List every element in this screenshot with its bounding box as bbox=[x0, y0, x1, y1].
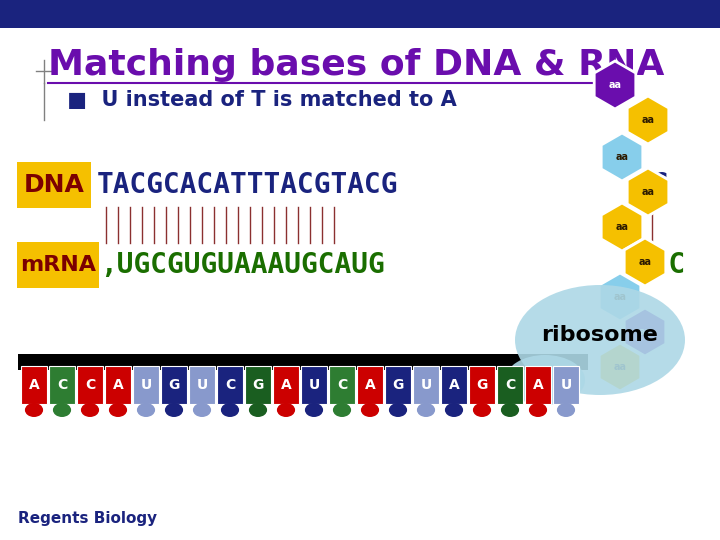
Text: G: G bbox=[252, 378, 264, 392]
Polygon shape bbox=[599, 273, 641, 321]
Polygon shape bbox=[627, 96, 669, 144]
Ellipse shape bbox=[109, 403, 127, 417]
Ellipse shape bbox=[417, 403, 435, 417]
Ellipse shape bbox=[473, 403, 491, 417]
Ellipse shape bbox=[529, 403, 547, 417]
Bar bbox=[245, 366, 271, 404]
Polygon shape bbox=[599, 343, 641, 391]
Ellipse shape bbox=[361, 403, 379, 417]
Bar bbox=[525, 366, 551, 404]
Bar bbox=[441, 366, 467, 404]
Text: A: A bbox=[449, 378, 459, 392]
Ellipse shape bbox=[193, 403, 211, 417]
Text: aa: aa bbox=[613, 362, 626, 372]
Bar bbox=[413, 366, 439, 404]
Text: A: A bbox=[29, 378, 40, 392]
Ellipse shape bbox=[137, 403, 155, 417]
Bar bbox=[469, 366, 495, 404]
Ellipse shape bbox=[277, 403, 295, 417]
Text: U: U bbox=[197, 378, 207, 392]
Text: C: C bbox=[225, 378, 235, 392]
Ellipse shape bbox=[81, 403, 99, 417]
Bar bbox=[133, 366, 159, 404]
Ellipse shape bbox=[53, 403, 71, 417]
Text: Regents Biology: Regents Biology bbox=[18, 510, 157, 525]
Text: A: A bbox=[112, 378, 123, 392]
Text: DNA: DNA bbox=[24, 173, 84, 197]
Bar bbox=[18, 354, 588, 370]
Text: aa: aa bbox=[616, 152, 629, 162]
Polygon shape bbox=[624, 308, 666, 356]
Text: U: U bbox=[560, 378, 572, 392]
Ellipse shape bbox=[333, 403, 351, 417]
Bar bbox=[329, 366, 355, 404]
Ellipse shape bbox=[249, 403, 267, 417]
Text: G: G bbox=[477, 378, 487, 392]
Ellipse shape bbox=[165, 403, 183, 417]
Polygon shape bbox=[601, 133, 643, 181]
Bar bbox=[189, 366, 215, 404]
Ellipse shape bbox=[389, 403, 407, 417]
Text: ribosome: ribosome bbox=[541, 325, 658, 345]
Text: U: U bbox=[140, 378, 152, 392]
Bar bbox=[0, 0, 720, 28]
Text: mRNA: mRNA bbox=[20, 255, 96, 275]
Polygon shape bbox=[627, 168, 669, 216]
Polygon shape bbox=[594, 61, 636, 109]
Bar bbox=[21, 366, 47, 404]
Ellipse shape bbox=[515, 285, 685, 395]
Bar bbox=[105, 366, 131, 404]
Text: C: C bbox=[505, 378, 515, 392]
Text: ,UGCGUGUAAAUGCAUG: ,UGCGUGUAAAUGCAUG bbox=[100, 251, 384, 279]
Text: GCC: GCC bbox=[635, 251, 685, 279]
Bar bbox=[357, 366, 383, 404]
Text: aa: aa bbox=[639, 257, 652, 267]
Ellipse shape bbox=[501, 403, 519, 417]
Bar bbox=[217, 366, 243, 404]
Bar bbox=[385, 366, 411, 404]
Text: aa: aa bbox=[608, 80, 621, 90]
Text: A: A bbox=[364, 378, 375, 392]
Ellipse shape bbox=[557, 403, 575, 417]
Polygon shape bbox=[624, 238, 666, 286]
Ellipse shape bbox=[445, 403, 463, 417]
FancyBboxPatch shape bbox=[17, 242, 99, 288]
Bar bbox=[497, 366, 523, 404]
Bar bbox=[301, 366, 327, 404]
Text: aa: aa bbox=[616, 222, 629, 232]
Text: aa: aa bbox=[639, 327, 652, 337]
Text: G: G bbox=[168, 378, 180, 392]
Text: A: A bbox=[533, 378, 544, 392]
Ellipse shape bbox=[25, 403, 43, 417]
Text: A: A bbox=[281, 378, 292, 392]
Polygon shape bbox=[601, 203, 643, 251]
Text: aa: aa bbox=[613, 292, 626, 302]
Text: Matching bases of DNA & RNA: Matching bases of DNA & RNA bbox=[48, 48, 665, 82]
Text: C: C bbox=[85, 378, 95, 392]
Ellipse shape bbox=[505, 355, 585, 405]
Text: TACGCACATTTACGTACG: TACGCACATTTACGTACG bbox=[97, 171, 398, 199]
Text: C: C bbox=[57, 378, 67, 392]
Text: GG: GG bbox=[635, 171, 668, 199]
Ellipse shape bbox=[305, 403, 323, 417]
Text: ■  U instead of T is matched to A: ■ U instead of T is matched to A bbox=[60, 90, 456, 110]
Bar bbox=[553, 366, 579, 404]
Text: G: G bbox=[392, 378, 404, 392]
Bar bbox=[77, 366, 103, 404]
Text: U: U bbox=[308, 378, 320, 392]
Text: U: U bbox=[420, 378, 431, 392]
Text: C: C bbox=[337, 378, 347, 392]
FancyBboxPatch shape bbox=[17, 162, 91, 208]
Text: aa: aa bbox=[642, 115, 654, 125]
Bar bbox=[49, 366, 75, 404]
Ellipse shape bbox=[221, 403, 239, 417]
Bar bbox=[273, 366, 299, 404]
Text: aa: aa bbox=[642, 187, 654, 197]
Bar bbox=[161, 366, 187, 404]
